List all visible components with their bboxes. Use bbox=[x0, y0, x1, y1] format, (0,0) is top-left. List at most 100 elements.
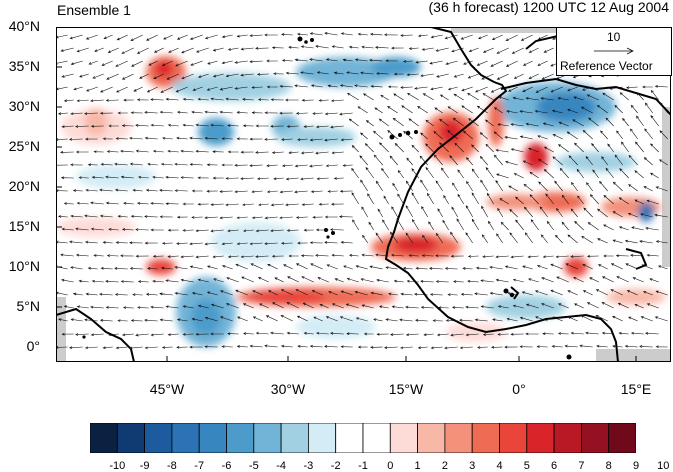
wind-vector-arrow bbox=[363, 332, 374, 336]
wind-vector-arrow bbox=[408, 118, 419, 127]
wind-vector-arrow bbox=[420, 306, 434, 309]
wind-vector-arrow bbox=[459, 346, 473, 350]
wind-vector-arrow bbox=[450, 231, 458, 244]
wind-vector-arrow bbox=[93, 254, 104, 257]
wind-vector-arrow bbox=[445, 319, 458, 322]
wind-vector-arrow bbox=[227, 124, 239, 127]
wind-vector-arrow bbox=[295, 216, 308, 219]
wind-vector-arrow bbox=[280, 344, 293, 348]
wind-vector-arrow bbox=[603, 254, 614, 258]
wind-vector-arrow bbox=[265, 315, 278, 322]
wind-vector-arrow bbox=[252, 316, 263, 322]
wind-vector-arrow bbox=[433, 154, 443, 166]
wind-vector-arrow bbox=[303, 228, 314, 232]
wind-vector-arrow bbox=[618, 197, 629, 205]
wind-vector-arrow bbox=[197, 97, 209, 101]
wind-vector-arrow bbox=[460, 292, 473, 296]
colorbar-tick-label: 8 bbox=[605, 460, 612, 472]
wind-vector-arrow bbox=[397, 193, 404, 205]
wind-vector-arrow bbox=[152, 279, 164, 283]
colorbar-swatch bbox=[116, 423, 145, 453]
wind-vector-arrow bbox=[57, 112, 68, 116]
wind-vector-arrow bbox=[525, 332, 539, 336]
colorbar-swatch bbox=[553, 423, 582, 453]
wind-vector-arrow bbox=[383, 195, 389, 205]
colorbar-tick-label: 0 bbox=[387, 460, 394, 472]
colorbar-tick-label: 1 bbox=[414, 460, 421, 472]
wind-vector-arrow bbox=[405, 205, 413, 218]
wind-vector-arrow bbox=[496, 233, 503, 244]
wind-vector-arrow bbox=[250, 263, 263, 270]
colorbar-swatch bbox=[444, 423, 473, 453]
wind-vector-arrow bbox=[219, 86, 233, 91]
wind-vector-arrow bbox=[408, 254, 419, 257]
wind-vector-arrow bbox=[210, 97, 224, 101]
wind-vector-arrow bbox=[325, 58, 338, 62]
wind-vector-arrow bbox=[462, 130, 473, 140]
wind-vector-arrow bbox=[423, 333, 434, 337]
lat-label-20n: 20°N bbox=[8, 178, 40, 194]
wind-vector-arrow bbox=[182, 305, 194, 309]
wind-vector-arrow bbox=[370, 345, 383, 349]
wind-vector-arrow bbox=[330, 125, 344, 129]
wind-vector-arrow bbox=[444, 346, 458, 350]
wind-vector-arrow bbox=[403, 59, 413, 63]
wind-vector-arrow bbox=[240, 177, 254, 181]
wind-vector-arrow bbox=[266, 59, 278, 63]
wind-vector-arrow bbox=[644, 128, 653, 140]
wind-vector-arrow bbox=[642, 85, 653, 89]
wind-vector-arrow bbox=[123, 201, 134, 205]
wind-vector-arrow bbox=[182, 333, 194, 336]
wind-vector-arrow bbox=[102, 241, 113, 244]
wind-vector-arrow bbox=[92, 73, 104, 79]
wind-vector-arrow bbox=[534, 110, 548, 114]
wind-vector-arrow bbox=[249, 344, 263, 348]
wind-vector-arrow bbox=[129, 267, 143, 270]
wind-vector-arrow bbox=[654, 85, 668, 88]
wind-vector-arrow bbox=[181, 47, 194, 54]
wind-vector-arrow bbox=[614, 104, 623, 114]
wind-vector-arrow bbox=[85, 188, 98, 192]
wind-vector-arrow bbox=[498, 96, 509, 101]
wind-vector-arrow bbox=[400, 292, 413, 296]
wind-vector-arrow bbox=[70, 318, 83, 322]
wind-vector-arrow bbox=[339, 316, 353, 322]
wind-vector-arrow bbox=[443, 195, 449, 205]
wind-vector-arrow bbox=[538, 181, 548, 192]
wind-vector-arrow bbox=[422, 93, 434, 101]
wind-vector-arrow bbox=[429, 293, 443, 296]
wind-vector-arrow bbox=[564, 344, 578, 348]
wind-vector-arrow bbox=[147, 162, 158, 166]
wind-vector-arrow bbox=[165, 279, 179, 283]
wind-vector-arrow bbox=[493, 131, 503, 140]
wind-vector-arrow bbox=[271, 302, 284, 309]
wind-vector-arrow bbox=[522, 86, 533, 92]
wind-vector-arrow bbox=[310, 84, 323, 88]
wind-vector-arrow bbox=[135, 333, 149, 337]
wind-vector-arrow bbox=[580, 315, 593, 322]
wind-vector-arrow bbox=[355, 317, 368, 322]
wind-vector-arrow bbox=[333, 71, 344, 75]
wind-vector-arrow bbox=[130, 215, 143, 218]
wind-vector-arrow bbox=[351, 192, 359, 205]
colorbar-tick-label: 9 bbox=[632, 460, 640, 472]
wind-vector-arrow bbox=[56, 345, 68, 349]
wind-vector-arrow bbox=[467, 92, 479, 101]
wind-vector-arrow bbox=[210, 229, 224, 233]
wind-vector-arrow bbox=[468, 47, 479, 52]
wind-vector-arrow bbox=[114, 162, 128, 166]
wind-vector-arrow bbox=[403, 130, 413, 140]
wind-vector-arrow bbox=[270, 331, 284, 335]
wind-vector-arrow bbox=[146, 86, 158, 93]
wind-vector-arrow bbox=[236, 216, 248, 220]
wind-vector-arrow bbox=[471, 192, 479, 205]
wind-vector-arrow bbox=[219, 190, 233, 193]
wind-vector-arrow bbox=[251, 86, 263, 89]
wind-vector-arrow bbox=[160, 162, 173, 166]
wind-vector-arrow bbox=[56, 240, 68, 244]
wind-vector-arrow bbox=[285, 98, 299, 102]
colorbar-tick-label: 7 bbox=[578, 460, 585, 472]
wind-vector-arrow bbox=[453, 93, 464, 101]
wind-vector-arrow bbox=[105, 175, 119, 179]
wind-vector-arrow bbox=[596, 344, 608, 348]
